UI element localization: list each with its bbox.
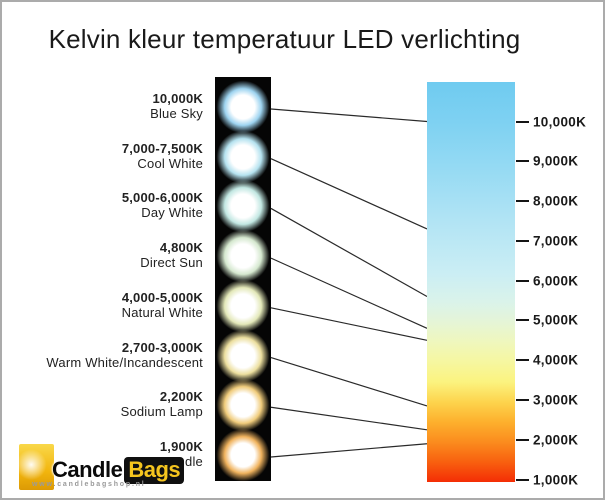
kelvin-gradient-bar: [427, 82, 515, 482]
item-name: Warm White/Incandescent: [46, 354, 203, 370]
logo-wordmark: Candle Bags: [52, 457, 185, 484]
item-name: Day White: [141, 205, 203, 221]
scale-tick: [516, 438, 529, 441]
item-kelvin-value: 4,800K: [159, 240, 203, 256]
item-kelvin-value: 2,200K: [159, 389, 203, 405]
logo-bags-text: Bags: [124, 457, 185, 484]
scale-tick-label: 10,000K: [533, 114, 587, 129]
scale-tick-label: 3,000K: [533, 392, 579, 408]
scale-tick: [516, 120, 529, 123]
scale-tick: [516, 160, 529, 163]
connector-line: [270, 108, 428, 123]
scale-tick: [516, 279, 529, 282]
item-label: 10,000K Blue Sky: [150, 91, 203, 121]
connector-line: [270, 257, 428, 329]
bulb-icon: [216, 278, 270, 333]
scale-tick-label: 6,000K: [533, 273, 579, 289]
item-label: 5,000-6,000K Day White: [122, 190, 203, 220]
connector-line: [270, 307, 428, 341]
scale-tick: [516, 319, 529, 322]
item-kelvin-value: 5,000-6,000K: [121, 190, 203, 206]
page-title: Kelvin kleur temperatuur LED verlichting: [48, 24, 521, 54]
item-name: Blue Sky: [150, 106, 203, 121]
bulb-icon: [216, 129, 270, 184]
scale-tick: [516, 239, 529, 242]
scale-tick-label: 4,000K: [533, 352, 579, 368]
item-name: Sodium Lamp: [120, 404, 203, 420]
scale-tick-label: 8,000K: [533, 193, 579, 209]
scale-tick-label: 1,000K: [533, 472, 579, 488]
item-label: 4,800K Direct Sun: [140, 240, 203, 270]
connector-line: [270, 356, 428, 407]
connector-line: [270, 158, 428, 230]
bulb-icon: [216, 80, 270, 134]
connector-line: [270, 443, 428, 458]
scale-tick: [516, 200, 529, 203]
logo-candle-text: Candle: [52, 457, 123, 482]
scale-tick-label: 7,000K: [533, 233, 579, 249]
item-kelvin-value: 10,000K: [152, 91, 203, 106]
scale-tick: [516, 359, 529, 362]
item-kelvin-value: 7,000-7,500K: [121, 140, 203, 156]
candle-bag-icon: [19, 444, 54, 490]
bulb-icon: [216, 427, 270, 482]
item-kelvin-value: 2,700-3,000K: [121, 339, 203, 355]
scale-tick: [516, 478, 529, 481]
scale-tick-label: 5,000K: [533, 312, 579, 328]
item-kelvin-value: 1,900K: [159, 438, 203, 454]
bulb-icon: [216, 378, 270, 433]
logo-url: www.candlebagshop.nl: [32, 481, 146, 488]
item-label: 4,000-5,000K Natural White: [122, 290, 203, 320]
item-name: Direct Sun: [140, 255, 203, 271]
scale-tick-label: 2,000K: [533, 432, 579, 448]
item-label: 2,200K Sodium Lamp: [121, 389, 203, 419]
item-label: 7,000-7,500K Cool White: [122, 141, 203, 171]
scale-tick: [516, 398, 529, 401]
connector-line: [270, 406, 428, 431]
item-label: 2,700-3,000K Warm White/Incandescent: [46, 340, 203, 370]
bulb-icon: [216, 229, 270, 284]
item-name: Natural White: [121, 304, 203, 320]
connector-line: [270, 207, 428, 298]
bulb-icon: [216, 328, 270, 383]
item-kelvin-value: 4,000-5,000K: [121, 289, 203, 305]
scale-tick-label: 9,000K: [533, 153, 579, 169]
item-name: Cool White: [137, 155, 203, 171]
bulb-icon: [216, 179, 270, 234]
